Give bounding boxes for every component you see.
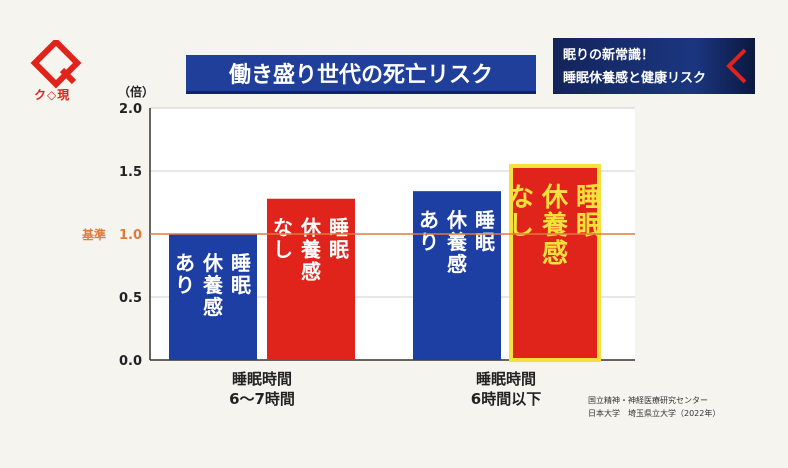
bar bbox=[169, 234, 257, 360]
reference-label: 基準 bbox=[81, 227, 106, 242]
bar-label-char: 休 bbox=[300, 216, 322, 240]
bar-label-char: 睡 bbox=[329, 216, 349, 240]
source-credit: 国立精神・神経医療研究センター 日本大学 埼玉県立大学（2022年） bbox=[588, 394, 720, 420]
y-tick-label: 1.0 bbox=[119, 228, 142, 243]
bar-label-char: 養 bbox=[541, 211, 569, 241]
bar-label-char: 感 bbox=[203, 295, 223, 319]
bar-label-char: 休 bbox=[446, 208, 468, 232]
bar-label-char: 感 bbox=[301, 260, 321, 284]
q-diamond-logo-icon bbox=[30, 40, 82, 89]
bar-label-char: 睡 bbox=[475, 208, 495, 232]
y-tick-label: 2.0 bbox=[119, 102, 142, 117]
bar-label-char: 養 bbox=[300, 238, 322, 262]
bar-label-char: あ bbox=[175, 251, 195, 275]
source-line2: 日本大学 埼玉県立大学（2022年） bbox=[588, 409, 721, 418]
topic-line1: 眠りの新常識！ bbox=[563, 48, 655, 63]
bar-label-char: 眠 bbox=[231, 273, 251, 297]
chevron-left-icon bbox=[726, 48, 747, 84]
bar bbox=[509, 163, 601, 362]
topic-line2: 睡眠休養感と健康リスク bbox=[563, 71, 707, 86]
bar-label-char: し bbox=[508, 211, 534, 241]
bar-label-char: 休 bbox=[202, 251, 224, 275]
group-label: 睡眠時間 bbox=[232, 370, 292, 388]
bar-label-char: 眠 bbox=[475, 230, 495, 254]
bar bbox=[413, 191, 501, 360]
y-tick-label: 0.0 bbox=[119, 354, 142, 369]
y-tick-label: 0.5 bbox=[119, 291, 142, 306]
bar-label-char: り bbox=[175, 273, 195, 297]
brand-logo-text: ク◇現 bbox=[34, 88, 71, 102]
bar-label-char: 睡 bbox=[576, 183, 602, 213]
group-label: 6〜7時間 bbox=[229, 390, 295, 408]
bar-label-char: 休 bbox=[541, 183, 569, 213]
bar-label-char: 養 bbox=[446, 230, 468, 254]
bar-label-char: 眠 bbox=[329, 238, 349, 262]
group-label: 6時間以下 bbox=[471, 390, 541, 408]
chart-title: 働き盛り世代の死亡リスク bbox=[186, 55, 536, 94]
group-label: 睡眠時間 bbox=[476, 370, 536, 388]
bar-label-char: し bbox=[273, 238, 293, 262]
bar-label-char: 感 bbox=[542, 239, 568, 269]
y-axis-label: （倍） bbox=[118, 84, 154, 99]
bar-label-char: な bbox=[508, 183, 534, 213]
bar-label-char: り bbox=[419, 230, 439, 254]
bar-label-char: 養 bbox=[202, 273, 224, 297]
bar-label-char: 眠 bbox=[576, 211, 602, 241]
bar-label-char: 睡 bbox=[231, 251, 251, 275]
bar-label-char: 感 bbox=[447, 252, 467, 276]
bar bbox=[267, 198, 355, 360]
bar-label-char: な bbox=[273, 216, 293, 240]
source-line1: 国立精神・神経医療研究センター bbox=[588, 396, 708, 405]
y-tick-label: 1.5 bbox=[119, 165, 142, 180]
bar-label-char: あ bbox=[419, 208, 439, 232]
topic-banner: 眠りの新常識！ 睡眠休養感と健康リスク bbox=[553, 38, 755, 94]
